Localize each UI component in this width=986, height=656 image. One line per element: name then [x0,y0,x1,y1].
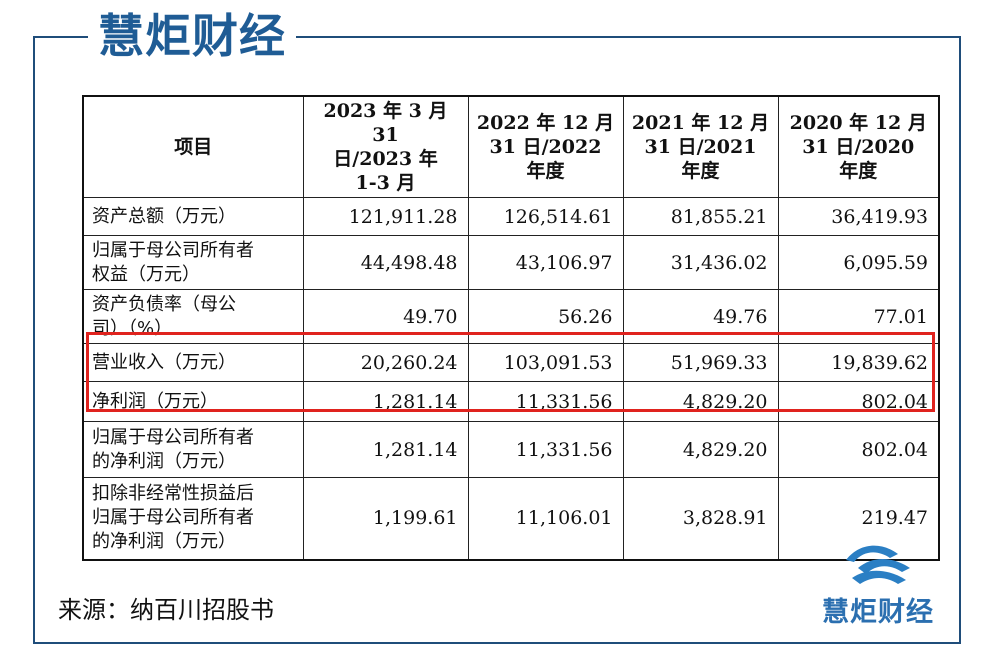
cell-value: 802.04 [777,421,940,478]
row-label-line: 归属于母公司所有者 [92,239,254,261]
header-line: 31 日/2020 [802,136,915,158]
row-label: 资产负债率（母公 司）（%） [82,289,304,344]
header-2020: 2020 年 12 月 31 日/2020 年度 [777,95,940,198]
header-2021: 2021 年 12 月 31 日/2021 年度 [622,95,779,198]
table-row-total-assets: 资产总额（万元） 121,911.28 126,514.61 81,855.21… [82,197,940,236]
header-2022: 2022 年 12 月 31 日/2022 年度 [467,95,624,198]
cell-value: 77.01 [777,289,940,344]
header-line: 2021 年 12 月 [631,112,770,134]
brand-logo-bottom: 慧炬财经 [808,538,948,632]
cell-value: 1,281.14 [302,421,469,478]
cell-value: 126,514.61 [467,197,624,236]
brand-logo-bottom-text: 慧炬财经 [822,597,934,628]
cell-value: 103,091.53 [467,343,624,382]
row-label-line: 扣除非经常性损益后 [92,483,254,505]
row-label: 净利润（万元） [82,381,304,422]
header-line: 年度 [839,160,878,182]
table-row-net-profit: 净利润（万元） 1,281.14 11,331.56 4,829.20 802.… [82,381,940,422]
source-note: 来源：纳百川招股书 [58,596,274,624]
header-line: 1-3 月 [355,172,416,194]
row-label-line: 权益（万元） [92,263,200,285]
page-frame [33,36,961,644]
cell-value: 4,829.20 [622,381,779,422]
row-label: 归属于母公司所有者 权益（万元） [82,235,304,290]
header-line: 年度 [526,160,565,182]
cell-value: 121,911.28 [302,197,469,236]
header-item: 项目 [82,95,304,198]
cell-value: 6,095.59 [777,235,940,290]
cell-value: 1,199.61 [302,477,469,560]
header-line: 项目 [174,136,213,158]
table-row-revenue: 营业收入（万元） 20,260.24 103,091.53 51,969.33 … [82,343,940,382]
header-line: 2020 年 12 月 [789,112,927,134]
cell-value: 3,828.91 [622,477,779,560]
row-label-line: 资产总额（万元） [92,205,236,227]
table-row-adjusted-net-profit: 扣除非经常性损益后 归属于母公司所有者 的净利润（万元） 1,199.61 11… [82,477,940,560]
cell-value: 11,106.01 [467,477,624,560]
row-label-line: 净利润（万元） [92,390,218,412]
header-line: 31 日/2021 [644,136,757,158]
row-label-line: 司）（%） [92,317,173,339]
cell-value: 802.04 [777,381,940,422]
header-line: 年度 [681,160,720,182]
table-row-parent-equity: 归属于母公司所有者 权益（万元） 44,498.48 43,106.97 31,… [82,235,940,290]
row-label-line: 营业收入（万元） [92,351,236,373]
cell-value: 4,829.20 [622,421,779,478]
row-label: 资产总额（万元） [82,197,304,236]
row-label-line: 归属于母公司所有者 [92,426,254,448]
table-row-parent-net-profit: 归属于母公司所有者 的净利润（万元） 1,281.14 11,331.56 4,… [82,421,940,478]
table-row-debt-ratio: 资产负债率（母公 司）（%） 49.70 56.26 49.76 77.01 [82,289,940,344]
cell-value: 81,855.21 [622,197,779,236]
cell-value: 19,839.62 [777,343,940,382]
cell-value: 11,331.56 [467,421,624,478]
cell-value: 49.76 [622,289,779,344]
cell-value: 219.47 [777,477,940,560]
brand-logo-top: 慧炬财经 [88,4,296,63]
cell-value: 31,436.02 [622,235,779,290]
row-label-line: 的净利润（万元） [92,450,236,472]
row-label: 归属于母公司所有者 的净利润（万元） [82,421,304,478]
header-line: 2022 年 12 月 [476,112,615,134]
wave-logo-icon [846,545,910,584]
header-2023q1: 2023 年 3 月 31 日/2023 年 1-3 月 [302,95,469,198]
header-line: 2023 年 3 月 31 [323,100,448,146]
cell-value: 43,106.97 [467,235,624,290]
cell-value: 49.70 [302,289,469,344]
financial-table: 项目 2023 年 3 月 31 日/2023 年 1-3 月 2022 年 1… [82,95,940,561]
cell-value: 11,331.56 [467,381,624,422]
cell-value: 56.26 [467,289,624,344]
row-label-line: 归属于母公司所有者 [92,507,254,529]
header-line: 日/2023 年 [333,148,438,170]
header-line: 31 日/2022 [489,136,602,158]
table-header-row: 项目 2023 年 3 月 31 日/2023 年 1-3 月 2022 年 1… [82,95,940,198]
cell-value: 20,260.24 [302,343,469,382]
row-label-line: 的净利润（万元） [92,531,236,553]
row-label: 扣除非经常性损益后 归属于母公司所有者 的净利润（万元） [82,477,304,560]
row-label-line: 资产负债率（母公 [92,293,236,315]
row-label: 营业收入（万元） [82,343,304,382]
cell-value: 44,498.48 [302,235,469,290]
brand-logo-text: 慧炬财经 [98,9,286,63]
cell-value: 51,969.33 [622,343,779,382]
cell-value: 1,281.14 [302,381,469,422]
cell-value: 36,419.93 [777,197,940,236]
